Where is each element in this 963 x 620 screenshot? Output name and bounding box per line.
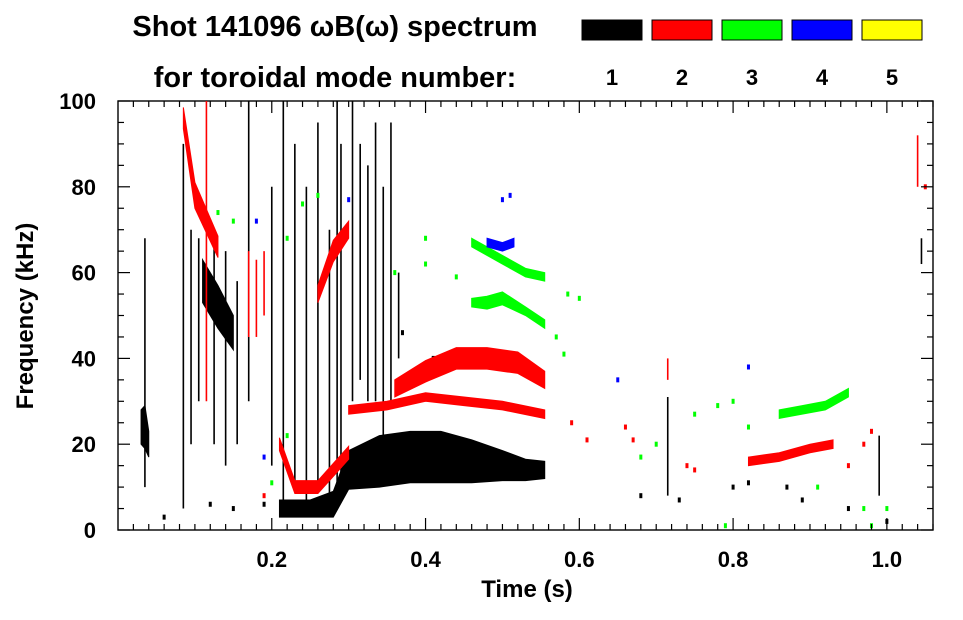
y-tick-label: 60	[72, 261, 96, 286]
mode-3-point-14	[731, 398, 735, 404]
mode-3-point-22	[885, 506, 889, 512]
legend-swatch-3	[721, 19, 783, 41]
mode-1-point-3	[262, 501, 266, 507]
legend-label-1: 1	[606, 65, 618, 90]
mode-3-point-4	[301, 201, 305, 207]
y-tick-label: 80	[72, 175, 96, 200]
mode-4-point-5	[746, 364, 750, 370]
mode-2-point-9	[585, 437, 589, 443]
mode-4-point-0	[500, 197, 504, 203]
mode-2-point-2	[846, 463, 850, 469]
series-mode-4	[254, 192, 750, 460]
y-axis-label: Frequency (kHz)	[12, 223, 39, 410]
x-tick-label: 1.0	[872, 547, 903, 572]
chart-title-line2: for toroidal mode number:	[154, 62, 517, 94]
series-mode-2	[182, 101, 927, 499]
mode-3-point-7	[231, 218, 235, 224]
mode-4-point-1	[508, 192, 512, 198]
mode-1-point-0	[162, 514, 166, 520]
mode-3-point-0	[566, 291, 570, 297]
mode-1-point-9	[639, 493, 643, 499]
mode-number-legend: 1 2 3 4 5	[581, 19, 923, 90]
mode-2-band-2	[348, 392, 546, 420]
mode-4-point-6	[262, 454, 266, 460]
mode-3-point-3	[562, 351, 566, 357]
mode-1-point-2	[231, 506, 235, 512]
mode-3-point-9	[393, 270, 397, 276]
mode-3-point-13	[716, 403, 720, 409]
mode-3-point-1	[577, 295, 581, 301]
mode-1-point-1	[208, 501, 212, 507]
mode-3-band-1	[471, 291, 546, 330]
x-tick-label: 0.2	[256, 547, 287, 572]
mode-3-point-23	[270, 480, 274, 486]
mode-3-point-19	[862, 506, 866, 512]
mode-3-point-11	[454, 274, 458, 280]
legend-swatch-2	[651, 19, 713, 41]
mode-1-band-0	[278, 430, 546, 518]
legend-swatch-4	[791, 19, 853, 41]
mode-4-point-2	[347, 197, 351, 203]
mode-2-point-3	[862, 441, 866, 447]
mode-3-point-10	[424, 261, 428, 267]
mode-2-point-7	[262, 493, 266, 499]
x-tick-label: 0.6	[564, 547, 595, 572]
mode-2-point-0	[693, 467, 697, 473]
mode-1-point-16	[846, 506, 850, 512]
mode-3-point-8	[216, 210, 220, 216]
mode-1-point-11	[731, 484, 735, 490]
mode-3-point-17	[639, 454, 643, 460]
legend-label-3: 3	[746, 65, 758, 90]
mode-3-point-18	[816, 484, 820, 490]
x-axis-label: Time (s)	[481, 576, 573, 603]
legend-label-2: 2	[676, 65, 688, 90]
x-tick-label: 0.8	[718, 547, 749, 572]
y-tick-label: 20	[72, 432, 96, 457]
mode-3-band-2	[778, 387, 849, 420]
mode-1-point-12	[746, 480, 750, 486]
legend-swatch-1	[581, 19, 643, 41]
mode-2-band-5	[747, 439, 834, 467]
mode-1-point-10	[677, 497, 681, 503]
mode-2-band-3	[394, 347, 546, 398]
mode-3-point-12	[693, 411, 697, 417]
mode-2-band-4	[182, 107, 219, 258]
mode-2-point-6	[623, 424, 627, 430]
mode-3-point-21	[723, 523, 727, 529]
mode-2-band-1	[317, 219, 350, 303]
mode-4-point-3	[254, 218, 258, 224]
legend-swatch-5	[861, 19, 923, 41]
mode-3-point-6	[285, 235, 289, 241]
y-tick-label: 0	[84, 518, 96, 543]
y-tick-label: 100	[59, 89, 96, 114]
mode-2-point-5	[631, 437, 635, 443]
y-tick-label: 40	[72, 346, 96, 371]
mode-3-point-2	[554, 334, 558, 340]
chart-title-line1: Shot 141096 ωB(ω) spectrum	[132, 11, 537, 43]
mode-1-point-13	[785, 484, 789, 490]
mode-2-band-0	[278, 437, 350, 495]
series-mode-1	[140, 101, 923, 524]
legend-label-5: 5	[886, 65, 898, 90]
axis-ticks: 0.2 0.4 0.6 0.8 1.0 0 20 40 60 80 100	[59, 89, 934, 572]
mode-3-point-15	[746, 424, 750, 430]
mode-4-point-4	[616, 377, 620, 383]
spectrum-marks	[140, 101, 927, 529]
mode-4-band-0	[486, 237, 515, 252]
mode-3-point-5	[316, 192, 320, 198]
mode-2-point-8	[570, 420, 574, 426]
mode-3-point-24	[285, 433, 289, 439]
mode-3-point-16	[654, 441, 658, 447]
mode-1-point-14	[800, 497, 804, 503]
x-tick-label: 0.4	[410, 547, 441, 572]
mode-2-point-1	[685, 463, 689, 469]
mode-1-point-5	[400, 330, 404, 336]
mode-3-band-0	[471, 237, 546, 282]
mode-1-point-4	[393, 454, 397, 460]
mode-2-point-4	[869, 428, 873, 434]
legend-label-4: 4	[816, 65, 829, 90]
mode-3-point-25	[424, 235, 428, 241]
